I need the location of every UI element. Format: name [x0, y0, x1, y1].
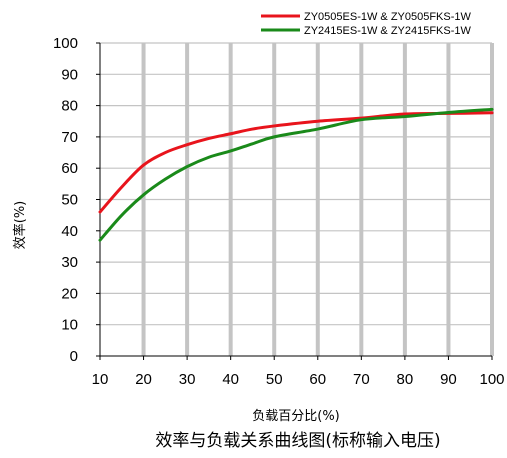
x-tick-label: 80	[397, 371, 414, 388]
x-tick-label: 10	[92, 371, 109, 388]
x-tick-label: 50	[266, 371, 283, 388]
x-tick-label: 70	[353, 371, 370, 388]
y-tick-label: 80	[61, 98, 78, 115]
tick-labels: 0 10 20 30 40 50 60 70 80 90 100 10 20 30 40 50 60 70 80 90…	[53, 35, 505, 388]
series-line-2	[98, 107, 494, 242]
y-tick-label: 40	[61, 223, 78, 240]
chart-title: 效率与负载关系曲线图(标称输入电压)	[155, 431, 440, 451]
grid	[100, 42, 494, 356]
x-axis-title: 负载百分比(%)	[252, 409, 340, 424]
y-tick-label: 50	[61, 192, 78, 209]
x-tick-label: 60	[309, 371, 326, 388]
y-tick-label: 70	[61, 129, 78, 146]
x-tick-label: 100	[479, 371, 504, 388]
legend-label-2: ZY2415ES-1W & ZY2415FKS-1W	[304, 25, 472, 37]
y-tick-label: 100	[53, 35, 78, 52]
series-lines	[98, 107, 494, 242]
x-tick-label: 30	[179, 371, 196, 388]
legend: ZY0505ES-1W & ZY0505FKS-1W ZY2415ES-1W & …	[261, 11, 472, 37]
y-tick-label: 0	[70, 348, 78, 365]
x-tick-label: 20	[135, 371, 152, 388]
y-tick-label: 60	[61, 160, 78, 177]
y-tick-label: 20	[61, 285, 78, 302]
y-tick-label: 10	[61, 317, 78, 334]
y-axis-title: 效率(%)	[12, 201, 28, 250]
x-tick-label: 90	[440, 371, 457, 388]
series-line-1	[98, 111, 494, 214]
legend-label-1: ZY0505ES-1W & ZY0505FKS-1W	[304, 11, 472, 23]
x-tick-label: 40	[222, 371, 239, 388]
y-tick-label: 30	[61, 254, 78, 271]
axes	[96, 42, 493, 360]
y-tick-label: 90	[61, 66, 78, 83]
